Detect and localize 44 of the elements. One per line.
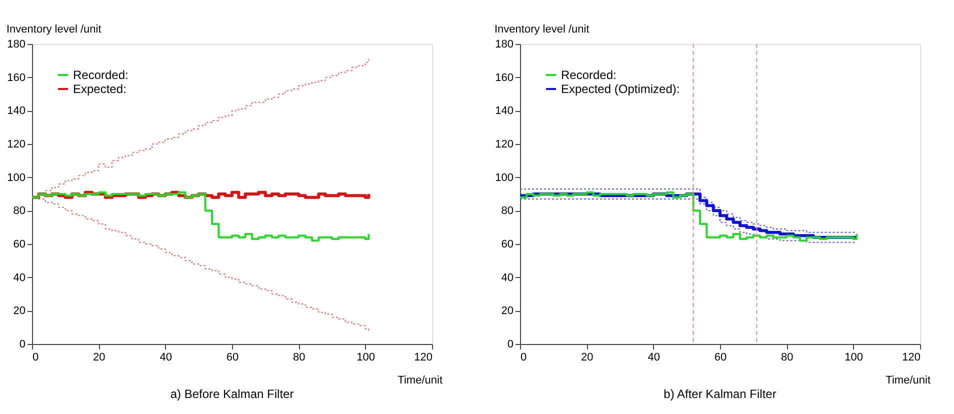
y-tick-label: 120	[7, 138, 26, 150]
x-tick-label: 20	[93, 352, 106, 364]
y-tick-label: 160	[495, 72, 514, 84]
legend-label: Recorded:	[561, 68, 616, 82]
x-tick-label: 80	[293, 352, 306, 364]
y-tick-label: 180	[7, 38, 26, 50]
x-tick-label: 100	[844, 352, 864, 364]
y-tick-label: 80	[13, 205, 26, 218]
x-axis-title: Time/unit	[398, 374, 442, 386]
x-tick-label: 60	[226, 352, 239, 364]
y-tick-label: 40	[501, 272, 514, 284]
y-tick-label: 180	[495, 38, 514, 50]
y-tick-label: 40	[13, 272, 26, 284]
legend-label: Expected (Optimized):	[561, 82, 680, 96]
text: a) Before Kalman Filter	[170, 387, 294, 401]
y-tick-label: 0	[507, 338, 514, 350]
x-axis-title: Time/unit	[886, 374, 930, 386]
y-tick-label: 0	[19, 338, 26, 350]
x-tick-label: 0	[32, 352, 39, 364]
x-tick-label: 80	[781, 352, 794, 364]
y-tick-label: 100	[7, 172, 26, 184]
y-axis-title: Inventory level /unit	[494, 24, 590, 36]
x-tick-label: 20	[581, 352, 594, 364]
text: b) After Kalman Filter	[664, 387, 776, 401]
y-tick-label: 60	[13, 238, 26, 250]
legend-label: Recorded:	[73, 68, 128, 82]
x-tick-label: 40	[648, 352, 660, 364]
x-tick-label: 100	[356, 352, 376, 364]
y-tick-label: 140	[495, 105, 514, 118]
y-tick-label: 160	[7, 72, 26, 84]
x-tick-label: 120	[902, 352, 920, 364]
x-tick-label: 120	[414, 352, 432, 364]
y-tick-label: 140	[7, 105, 26, 118]
y-tick-label: 80	[501, 205, 514, 218]
legend-label: Expected:	[73, 82, 126, 96]
y-tick-label: 20	[13, 305, 26, 318]
x-tick-label: 0	[520, 352, 527, 364]
y-tick-label: 120	[495, 138, 514, 150]
y-tick-label: 60	[501, 238, 514, 250]
y-axis-title: Inventory level /unit	[6, 24, 102, 36]
x-tick-label: 60	[714, 352, 727, 364]
x-tick-label: 40	[160, 352, 172, 364]
y-tick-label: 20	[501, 305, 514, 318]
y-tick-label: 100	[495, 172, 514, 184]
